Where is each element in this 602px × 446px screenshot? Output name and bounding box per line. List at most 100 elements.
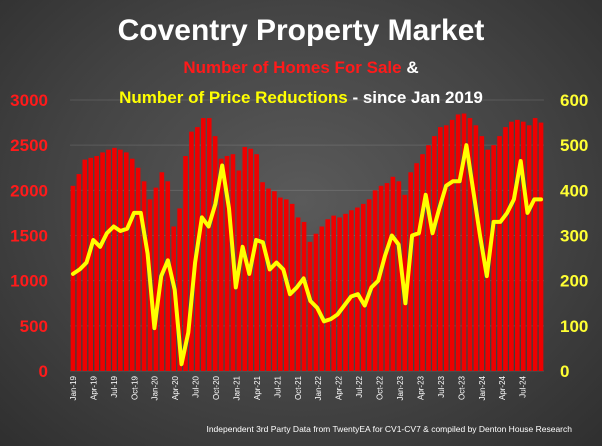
- x-tick-label: Jan-22: [314, 375, 323, 400]
- chart-subtitle-line2: Number of Price Reductions - since Jan 2…: [119, 88, 483, 107]
- line-point: [72, 273, 74, 275]
- left-axis-ticks: 0 500 1000 1500 2000 2500 3000: [10, 91, 48, 381]
- left-tick-label: 0: [39, 362, 48, 381]
- line-point: [513, 198, 515, 200]
- line-point: [241, 246, 244, 248]
- line-point: [452, 180, 454, 182]
- bar: [153, 187, 159, 371]
- line-point: [187, 332, 189, 334]
- x-tick-label: Apr-23: [416, 375, 425, 400]
- bar: [538, 122, 544, 371]
- bar: [337, 217, 342, 371]
- line-point: [323, 320, 325, 322]
- bar: [497, 136, 502, 371]
- line-point: [472, 189, 474, 191]
- bar: [432, 136, 437, 371]
- x-tick-label: Jul-20: [192, 375, 201, 397]
- line-point: [194, 262, 196, 264]
- bar: [449, 119, 455, 371]
- line-point: [208, 225, 210, 228]
- line-point: [357, 293, 359, 295]
- bar: [183, 156, 188, 371]
- bar: [420, 154, 425, 371]
- bar: [212, 136, 218, 371]
- line-point: [269, 268, 271, 270]
- bar: [443, 125, 449, 371]
- line-point: [85, 262, 88, 264]
- line-point: [343, 304, 345, 307]
- gridlines: [70, 99, 544, 372]
- line-point: [425, 194, 427, 196]
- bar: [313, 233, 319, 371]
- x-tick-label: Oct-19: [130, 375, 139, 400]
- bar: [515, 119, 520, 371]
- line-point: [336, 313, 339, 316]
- x-tick-label: Apr-21: [253, 375, 262, 400]
- line-point: [526, 212, 529, 214]
- bar: [165, 181, 171, 371]
- line-point: [303, 277, 305, 280]
- line-point: [397, 243, 400, 246]
- bar: [266, 188, 271, 371]
- line-point: [391, 234, 393, 237]
- bar: [206, 118, 212, 371]
- x-tick-label: Jan-24: [478, 375, 487, 400]
- bar: [260, 182, 265, 371]
- line-point: [201, 216, 203, 219]
- subtitle-part: &: [402, 58, 419, 77]
- line-point: [296, 286, 298, 289]
- x-tick-label: Jul-19: [110, 375, 119, 397]
- bar: [141, 181, 147, 371]
- x-tick-label: Jul-21: [273, 375, 282, 397]
- bar: [520, 121, 526, 372]
- bar: [289, 203, 295, 371]
- line-point: [492, 221, 495, 223]
- bar: [307, 241, 313, 371]
- x-tick-label: Jul-23: [437, 375, 446, 397]
- line-point: [350, 295, 352, 298]
- line-point: [438, 207, 440, 209]
- right-tick-label: 0: [560, 362, 569, 381]
- bar: [224, 156, 230, 371]
- line-point: [106, 232, 108, 234]
- bar: [189, 131, 194, 371]
- bar: [88, 157, 94, 371]
- bar: [349, 210, 354, 371]
- x-tick-label: Jan-21: [233, 375, 242, 400]
- bar: [396, 181, 402, 371]
- x-tick-label: Oct-23: [457, 375, 466, 400]
- bar: [378, 185, 384, 371]
- bar: [94, 156, 99, 371]
- line-point: [445, 185, 447, 187]
- line-point: [167, 259, 169, 261]
- line-point: [99, 246, 101, 248]
- line-point: [235, 286, 237, 289]
- x-tick-label: Oct-20: [212, 375, 221, 400]
- line-point: [221, 164, 223, 167]
- bar: [372, 190, 378, 371]
- chart-footer-source: Independent 3rd Party Data from TwentyEA…: [206, 424, 572, 434]
- bar: [295, 217, 301, 371]
- bar: [426, 145, 431, 371]
- left-tick-label: 1500: [10, 227, 48, 246]
- line-point: [255, 239, 257, 241]
- line-point: [248, 273, 250, 275]
- right-axis-ticks: 0 100 200 300 400 500 600: [560, 91, 588, 381]
- line-point: [275, 262, 278, 264]
- line-point: [133, 212, 135, 214]
- line-point: [228, 207, 230, 209]
- line-point: [431, 232, 434, 234]
- bar: [503, 127, 508, 371]
- line-point: [506, 212, 508, 214]
- bar: [123, 152, 129, 371]
- line-point: [533, 198, 535, 200]
- right-tick-label: 400: [560, 181, 588, 200]
- bar: [532, 118, 538, 371]
- line-point: [79, 268, 81, 270]
- left-tick-label: 2000: [10, 181, 48, 200]
- bar: [461, 113, 467, 372]
- left-tick-label: 500: [20, 317, 48, 336]
- bar: [355, 207, 360, 371]
